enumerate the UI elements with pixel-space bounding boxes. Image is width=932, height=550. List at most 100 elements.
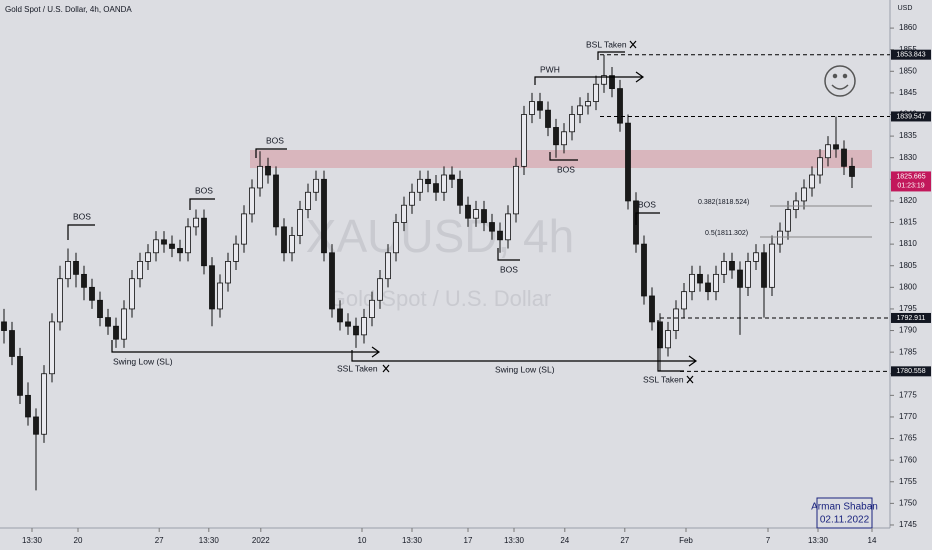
countdown: 01:23:19: [897, 182, 924, 189]
annotation: SSL Taken: [643, 374, 684, 384]
candle-body: [201, 217, 207, 267]
price-label: 1839.547: [896, 113, 925, 120]
candle-body: [777, 230, 783, 245]
candle-body: [97, 299, 103, 318]
x-tick-label: 13:30: [402, 536, 423, 545]
signature-date: 02.11.2022: [820, 515, 870, 526]
x-tick-label: 14: [868, 536, 877, 545]
candle-body: [569, 114, 575, 133]
x-tick-label: 2022: [252, 536, 270, 545]
candle-body: [281, 226, 287, 254]
x-tick-label: 27: [155, 536, 164, 545]
candle-body: [473, 209, 479, 219]
candle-body: [497, 230, 503, 241]
candle-body: [169, 243, 175, 249]
candle-body: [161, 239, 167, 245]
candle-body: [601, 75, 607, 85]
candle-body: [89, 286, 95, 301]
bsl-line: [597, 51, 625, 60]
bos-line: [255, 148, 287, 158]
candle-body: [81, 273, 87, 288]
candle-body: [217, 282, 223, 310]
candle-body: [585, 101, 591, 107]
ssl-line: [657, 320, 684, 372]
y-tick-label: 1800: [899, 282, 917, 291]
price-axis-bg: [890, 0, 932, 550]
y-tick-label: 1815: [899, 218, 917, 227]
x-tick-label: 13:30: [808, 536, 829, 545]
candle-body: [1, 321, 7, 331]
chart-title: Gold Spot / U.S. Dollar, 4h, OANDA: [5, 5, 132, 14]
candle-body: [425, 178, 431, 185]
candle-body: [417, 178, 423, 193]
candle-body: [561, 131, 567, 146]
candle-body: [753, 252, 759, 262]
candle-body: [49, 321, 55, 375]
candle-body: [177, 248, 183, 254]
x-tick-label: 13:30: [504, 536, 525, 545]
candle-body: [273, 174, 279, 228]
y-tick-label: 1855: [899, 45, 917, 54]
candle-body: [825, 144, 831, 159]
candle-body: [9, 330, 15, 357]
candle-body: [329, 252, 335, 310]
candle-body: [593, 83, 599, 102]
candle-body: [353, 325, 359, 336]
y-tick-label: 1805: [899, 261, 917, 270]
candle-body: [265, 165, 271, 176]
candle-body: [25, 394, 31, 418]
x-tick-label: 13:30: [199, 536, 220, 545]
candle-body: [257, 165, 263, 189]
y-tick-label: 1795: [899, 304, 917, 313]
candle-body: [185, 226, 191, 254]
candle-body: [457, 178, 463, 206]
annotation: BOS: [195, 185, 213, 195]
candle-body: [641, 243, 647, 297]
candle-body: [577, 105, 583, 115]
annotation: SSL Taken: [337, 363, 378, 373]
candle-body: [385, 252, 391, 280]
candle-body: [153, 239, 159, 254]
candle-body: [369, 299, 375, 318]
swing-arrow: [351, 350, 698, 367]
annotation: PWH: [540, 64, 560, 74]
y-tick-label: 1790: [899, 326, 917, 335]
candle-body: [809, 174, 815, 189]
y-tick-label: 1820: [899, 196, 917, 205]
annotation: BOS: [266, 135, 284, 145]
candle-body: [761, 252, 767, 288]
candle-body: [305, 191, 311, 210]
candle-body: [65, 261, 71, 280]
price-label: 1853.843: [896, 52, 925, 59]
y-tick-label: 1755: [899, 477, 917, 486]
x-icon: [382, 364, 390, 373]
x-icon: [686, 375, 694, 384]
y-tick-label: 1765: [899, 434, 917, 443]
candle-body: [105, 317, 111, 327]
candle-body: [33, 416, 39, 435]
candle-body: [649, 295, 655, 323]
candle-body: [537, 101, 543, 111]
y-tick-label: 1850: [899, 66, 917, 75]
candle-body: [721, 261, 727, 275]
candle-body: [729, 261, 735, 271]
y-tick-label: 1750: [899, 498, 917, 507]
candle-body: [193, 217, 199, 228]
x-tick-label: 7: [766, 536, 771, 545]
candle-body: [513, 165, 519, 215]
candle-body: [433, 183, 439, 193]
price-label-bg: [891, 49, 931, 60]
candle-body: [361, 317, 367, 336]
candle-body: [609, 75, 615, 89]
candle-body: [337, 308, 343, 323]
candle-body: [801, 187, 807, 202]
candle-body: [465, 204, 471, 219]
candle-body: [553, 127, 559, 146]
candle-body: [665, 330, 671, 349]
fib-label: 0.382(1818.524): [698, 199, 749, 206]
signature-name: Arman Shaban: [811, 502, 878, 513]
bos-line: [189, 198, 215, 210]
candle-body: [545, 109, 551, 128]
x-tick-label: 17: [464, 536, 473, 545]
candle-body: [121, 308, 127, 340]
